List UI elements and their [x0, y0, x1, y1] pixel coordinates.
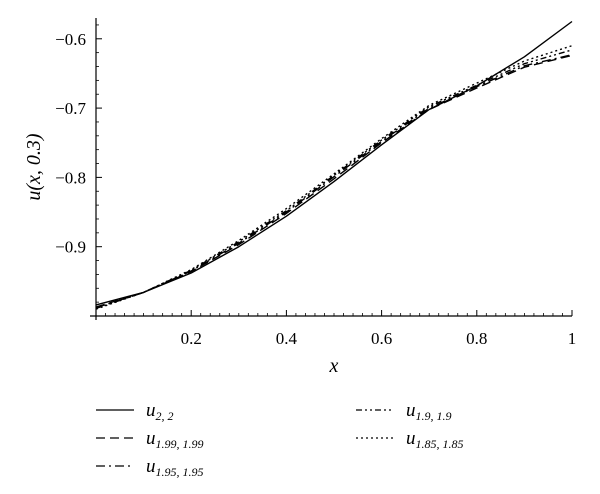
legend-label: u1.9, 1.9: [406, 400, 452, 423]
y-ticks: −0.9 −0.8 −0.7 −0.6: [55, 24, 102, 303]
legend-entry: u1.9, 1.9: [356, 400, 452, 423]
x-ticks: 0.2 0.4 0.6 0.8 1: [105, 310, 577, 348]
legend-label: u2, 2: [146, 400, 174, 423]
legend-label: u1.95, 1.95: [146, 456, 204, 479]
series-line-1-85-1-85: [95, 45, 573, 310]
x-axis-title: x: [329, 355, 339, 377]
series-lines: [95, 20, 573, 310]
y-axis-title: u(x, 0.3): [23, 133, 45, 201]
legend-subscript: 1.9, 1.9: [416, 409, 452, 423]
y-tick-label: −0.7: [55, 99, 86, 118]
y-tick-label: −0.9: [55, 238, 86, 257]
legend-subscript: 1.99, 1.99: [156, 437, 204, 451]
legend-subscript: 1.95, 1.95: [156, 465, 204, 479]
legend-label: u1.85, 1.85: [406, 428, 464, 451]
x-tick-label: 1: [568, 329, 577, 348]
x-tick-label: 0.6: [371, 329, 392, 348]
legend-subscript: 1.85, 1.85: [416, 437, 464, 451]
x-tick-label: 0.8: [466, 329, 487, 348]
y-tick-label: −0.8: [55, 168, 86, 187]
legend-entry: u1.95, 1.95: [96, 456, 204, 479]
legend-subscript: 2, 2: [156, 409, 174, 423]
y-tick-label: −0.6: [55, 30, 86, 49]
legend-entry: u1.85, 1.85: [356, 428, 464, 451]
legend-label: u1.99, 1.99: [146, 428, 204, 451]
x-tick-label: 0.4: [276, 329, 298, 348]
plot-frame: [90, 18, 572, 320]
series-line-2-2: [95, 20, 573, 306]
legend: u2, 2 u1.99, 1.99 u1.95, 1.95 u1.9, 1.9 u1.8…: [96, 400, 464, 479]
x-tick-label: 0.2: [181, 329, 202, 348]
legend-entry: u2, 2: [96, 400, 174, 423]
legend-entry: u1.99, 1.99: [96, 428, 204, 451]
